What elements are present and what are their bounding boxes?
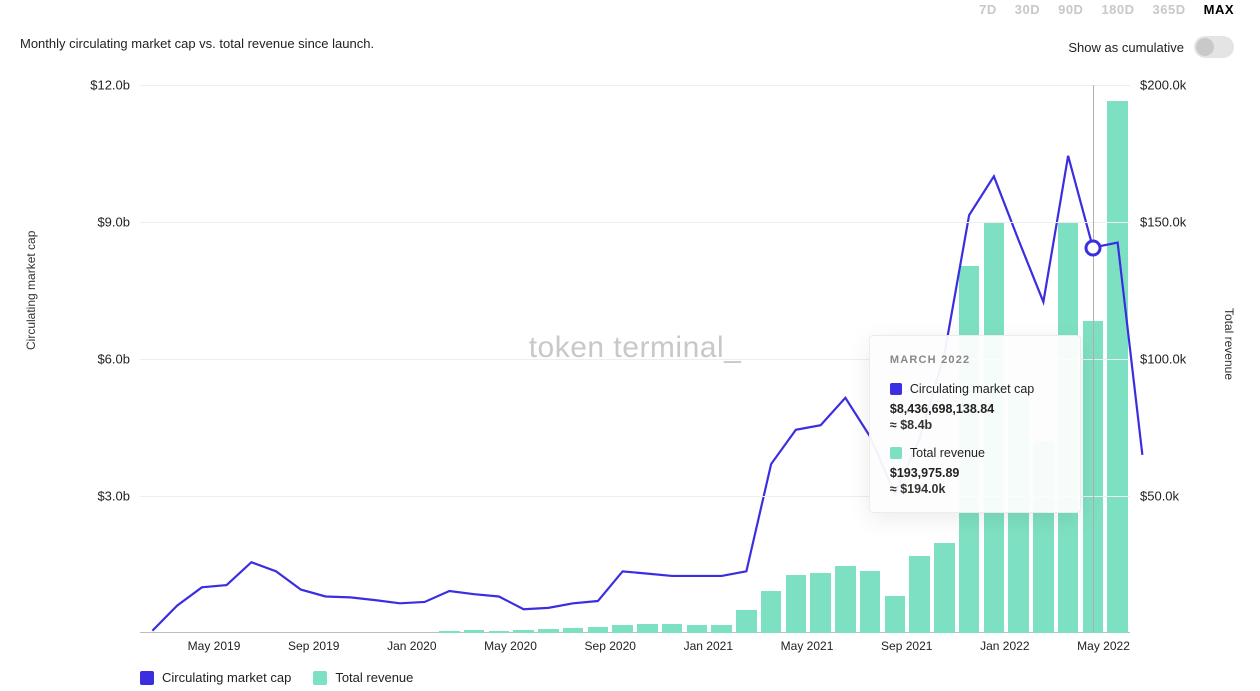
x-tick: Jan 2022 bbox=[980, 639, 1029, 653]
x-tick bbox=[569, 639, 585, 653]
x-tick bbox=[272, 639, 288, 653]
x-axis: May 2019 Sep 2019 Jan 2020 May 2020 Sep 2020… bbox=[140, 639, 1130, 653]
y-tick-right: $150.0k bbox=[1140, 215, 1186, 230]
legend-label: Total revenue bbox=[335, 670, 413, 685]
range-btn-365d[interactable]: 365D bbox=[1153, 2, 1186, 17]
y-axis-right-label: Total revenue bbox=[1222, 308, 1236, 380]
x-tick bbox=[240, 639, 256, 653]
x-tick bbox=[553, 639, 569, 653]
x-tick bbox=[468, 639, 484, 653]
x-tick bbox=[371, 639, 387, 653]
tooltip-value: $8,436,698,138.84 bbox=[890, 402, 1060, 416]
x-tick bbox=[452, 639, 468, 653]
cumulative-control: Show as cumulative bbox=[1068, 36, 1234, 58]
x-tick bbox=[437, 639, 453, 653]
y-tick-right: $200.0k bbox=[1140, 78, 1186, 93]
x-tick: Sep 2021 bbox=[881, 639, 932, 653]
x-tick bbox=[1030, 639, 1046, 653]
tooltip-title: MARCH 2022 bbox=[890, 354, 1060, 366]
x-tick bbox=[339, 639, 355, 653]
x-tick bbox=[865, 639, 881, 653]
x-tick bbox=[172, 639, 188, 653]
legend: Circulating market cap Total revenue bbox=[140, 670, 413, 685]
cumulative-toggle[interactable] bbox=[1194, 36, 1234, 58]
tooltip: MARCH 2022 Circulating market cap $8,436,6… bbox=[869, 335, 1081, 513]
x-tick bbox=[932, 639, 948, 653]
chart-container: Circulating market cap Total revenue tok… bbox=[20, 70, 1240, 691]
x-tick bbox=[636, 639, 652, 653]
x-tick bbox=[537, 639, 553, 653]
hover-vertical-line bbox=[1093, 85, 1094, 633]
x-tick bbox=[256, 639, 272, 653]
y-axis-left-label: Circulating market cap bbox=[24, 231, 38, 350]
x-tick: Sep 2019 bbox=[288, 639, 339, 653]
x-tick bbox=[964, 639, 980, 653]
x-tick bbox=[1045, 639, 1061, 653]
y-tick-left: $12.0b bbox=[90, 78, 130, 93]
range-btn-max[interactable]: MAX bbox=[1204, 2, 1234, 17]
tooltip-approx: ≈ $194.0k bbox=[890, 482, 1060, 496]
hover-dot bbox=[1084, 239, 1101, 256]
x-tick bbox=[948, 639, 964, 653]
legend-label: Circulating market cap bbox=[162, 670, 291, 685]
y-tick-left: $9.0b bbox=[97, 215, 130, 230]
tooltip-series-row: Total revenue bbox=[890, 446, 1060, 460]
range-btn-30d[interactable]: 30D bbox=[1015, 2, 1040, 17]
x-tick: May 2019 bbox=[188, 639, 241, 653]
y-tick-left: $6.0b bbox=[97, 352, 130, 367]
y-tick-left: $3.0b bbox=[97, 489, 130, 504]
x-tick bbox=[1061, 639, 1077, 653]
x-tick bbox=[749, 639, 765, 653]
tooltip-swatch bbox=[890, 447, 902, 459]
plot-area[interactable]: token terminal_ May 2019Sep 2019Jan 2020… bbox=[140, 85, 1130, 633]
y-tick-right: $100.0k bbox=[1140, 352, 1186, 367]
chart-subtitle: Monthly circulating market cap vs. total… bbox=[20, 36, 374, 51]
tooltip-series-row: Circulating market cap bbox=[890, 382, 1060, 396]
range-btn-7d[interactable]: 7D bbox=[979, 2, 997, 17]
x-tick bbox=[355, 639, 371, 653]
x-tick bbox=[833, 639, 849, 653]
legend-swatch bbox=[313, 671, 327, 685]
x-tick: May 2021 bbox=[781, 639, 834, 653]
time-range-selector: 7D 30D 90D 180D 365D MAX bbox=[979, 2, 1234, 17]
x-tick: May 2020 bbox=[484, 639, 537, 653]
x-tick: May 2022 bbox=[1077, 639, 1130, 653]
tooltip-approx: ≈ $8.4b bbox=[890, 418, 1060, 432]
x-tick bbox=[765, 639, 781, 653]
x-tick bbox=[156, 639, 172, 653]
cumulative-label: Show as cumulative bbox=[1068, 40, 1184, 55]
range-btn-180d[interactable]: 180D bbox=[1101, 2, 1134, 17]
x-tick bbox=[652, 639, 668, 653]
y-tick-right: $50.0k bbox=[1140, 489, 1179, 504]
tooltip-series-label: Total revenue bbox=[910, 446, 985, 460]
x-tick: Sep 2020 bbox=[585, 639, 636, 653]
tooltip-series-label: Circulating market cap bbox=[910, 382, 1034, 396]
legend-item[interactable]: Total revenue bbox=[313, 670, 413, 685]
range-btn-90d[interactable]: 90D bbox=[1058, 2, 1083, 17]
x-tick bbox=[733, 639, 749, 653]
x-tick: Jan 2020 bbox=[387, 639, 436, 653]
x-tick bbox=[668, 639, 684, 653]
x-tick bbox=[140, 639, 156, 653]
toggle-knob bbox=[1196, 38, 1214, 56]
tooltip-value: $193,975.89 bbox=[890, 466, 1060, 480]
legend-swatch bbox=[140, 671, 154, 685]
x-tick: Jan 2021 bbox=[684, 639, 733, 653]
grid-line bbox=[140, 85, 1130, 86]
legend-item[interactable]: Circulating market cap bbox=[140, 670, 291, 685]
x-tick bbox=[849, 639, 865, 653]
tooltip-swatch bbox=[890, 383, 902, 395]
grid-line bbox=[140, 222, 1130, 223]
